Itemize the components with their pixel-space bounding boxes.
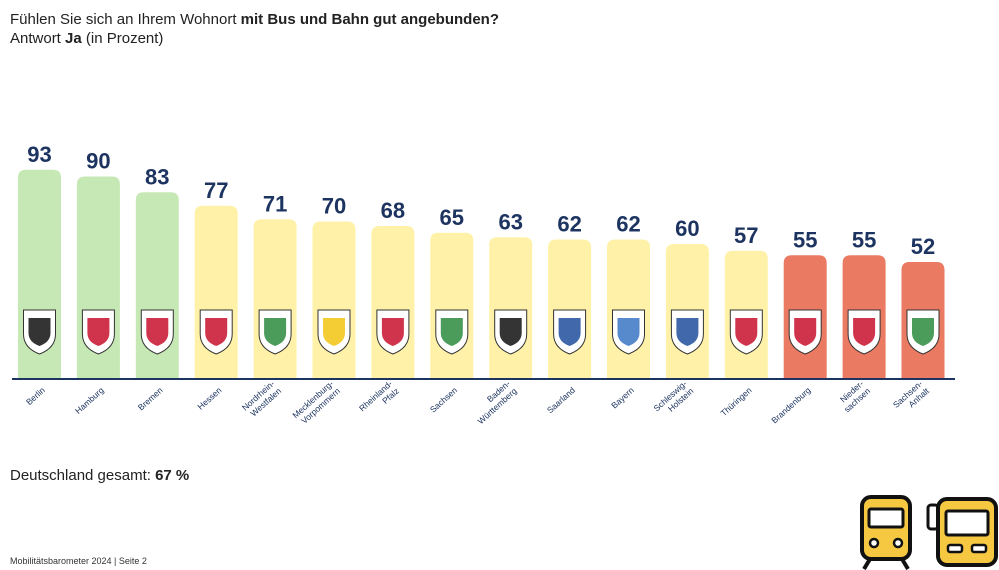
bar (607, 239, 650, 379)
question-prefix: Fühlen Sie sich an Ihrem Wohnort (10, 11, 241, 28)
bayern-coat-of-arms-icon (612, 309, 645, 355)
total-label: Deutschland gesamt: (10, 467, 156, 484)
category-label: Sachsen-Anhalt (891, 378, 932, 417)
bar-group: 70 Mecklenburg-Vorpommern (290, 194, 356, 427)
value-label: 52 (911, 234, 935, 259)
sh-coat-of-arms-icon (670, 309, 704, 355)
bar-group: 60 Schleswig-Holstein (651, 216, 709, 421)
bar-group: 90 Hamburg (73, 149, 120, 416)
value-label: 83 (145, 164, 169, 189)
value-label: 68 (381, 198, 405, 223)
subtitle-suffix: (in Prozent) (81, 30, 164, 47)
nrw-coat-of-arms-icon (258, 309, 292, 355)
value-label: 65 (440, 205, 464, 230)
brandenburg-coat-of-arms-icon (788, 309, 822, 355)
bar-group: 71 Nordrhein-Westfalen (240, 191, 297, 420)
category-label: Mecklenburg-Vorpommern (290, 378, 342, 427)
total-line: Deutschland gesamt: 67 % (10, 467, 189, 484)
hessen-coat-of-arms-icon (199, 309, 233, 355)
train-icon (860, 495, 912, 570)
bw-coat-of-arms-icon (494, 309, 528, 355)
bar-group: 57 Thüringen (718, 223, 768, 418)
bar (312, 221, 356, 379)
bar-group: 55 Nieder-sachsen (835, 227, 886, 414)
question-line: Fühlen Sie sich an Ihrem Wohnort mit Bus… (10, 10, 499, 29)
sachsen-anhalt-coat-of-arms-icon (906, 309, 940, 355)
saarland-coat-of-arms-icon (553, 309, 587, 355)
category-label: Baden-Württemberg (469, 378, 519, 426)
bar-group: 63 Baden-Württemberg (469, 209, 533, 426)
bar (430, 232, 474, 379)
bar (489, 237, 533, 379)
category-label: Sachsen (428, 385, 459, 415)
value-label: 63 (498, 209, 522, 234)
category-label: Rheinland-Pfalz (357, 378, 401, 420)
bus-icon (926, 497, 998, 567)
bar-group: 55 Brandenburg (769, 227, 827, 426)
value-label: 71 (263, 191, 287, 216)
rlp-coat-of-arms-icon (376, 309, 410, 355)
bar-group: 52 Sachsen-Anhalt (891, 234, 945, 417)
thueringen-coat-of-arms-icon (729, 309, 763, 355)
value-label: 55 (852, 227, 876, 252)
bar-group: 93 Berlin (18, 142, 61, 407)
category-label: Nieder-sachsen (835, 378, 872, 414)
value-label: 90 (86, 149, 110, 174)
bar-group: 62 Saarland (545, 212, 592, 415)
bremen-coat-of-arms-icon (140, 309, 174, 355)
bar-group: 68 Rheinland-Pfalz (357, 198, 415, 420)
category-label: Nordrhein-Westfalen (240, 378, 283, 420)
category-label: Saarland (545, 385, 577, 415)
category-label: Berlin (24, 385, 47, 407)
bar (371, 226, 415, 379)
berlin-coat-of-arms-icon (23, 309, 56, 355)
value-label: 62 (616, 212, 640, 237)
value-label: 57 (734, 223, 758, 248)
subtitle-bold: Ja (65, 30, 82, 47)
bar-group: 77 Hessen (194, 178, 238, 412)
bar-chart: 93 Berlin 90 Hamburg 83 Bremen 77 Hessen 71 Nordr… (12, 142, 955, 427)
bar (253, 219, 297, 379)
value-label: 93 (27, 142, 51, 167)
value-label: 60 (675, 216, 699, 241)
value-label: 55 (793, 227, 817, 252)
category-label: Bremen (136, 385, 165, 413)
category-label: Hamburg (73, 385, 106, 416)
bar-group: 62 Bayern (607, 212, 650, 411)
category-label: Schleswig-Holstein (651, 378, 695, 421)
value-label: 62 (557, 212, 581, 237)
bar-group: 65 Sachsen (428, 205, 474, 415)
bar-group: 83 Bremen (135, 164, 179, 413)
niedersachsen-coat-of-arms-icon (847, 309, 881, 355)
subtitle-line: Antwort Ja (in Prozent) (10, 29, 499, 48)
category-label: Brandenburg (769, 385, 812, 426)
value-label: 70 (322, 194, 346, 219)
total-value: 67 % (155, 467, 190, 484)
question-bold: mit Bus und Bahn gut angebunden? (240, 11, 499, 28)
category-label: Thüringen (718, 385, 753, 418)
category-label: Bayern (609, 385, 636, 411)
hamburg-coat-of-arms-icon (81, 309, 115, 355)
subtitle-prefix: Antwort (10, 30, 66, 47)
bar (548, 239, 592, 379)
transport-icons (860, 495, 998, 570)
mv-coat-of-arms-icon (317, 309, 351, 355)
value-label: 77 (204, 178, 228, 203)
footnote: Mobilitätsbarometer 2024 | Seite 2 (10, 556, 147, 566)
sachsen-coat-of-arms-icon (435, 309, 469, 355)
category-label: Hessen (195, 385, 223, 412)
chart-title: Fühlen Sie sich an Ihrem Wohnort mit Bus… (10, 10, 499, 48)
